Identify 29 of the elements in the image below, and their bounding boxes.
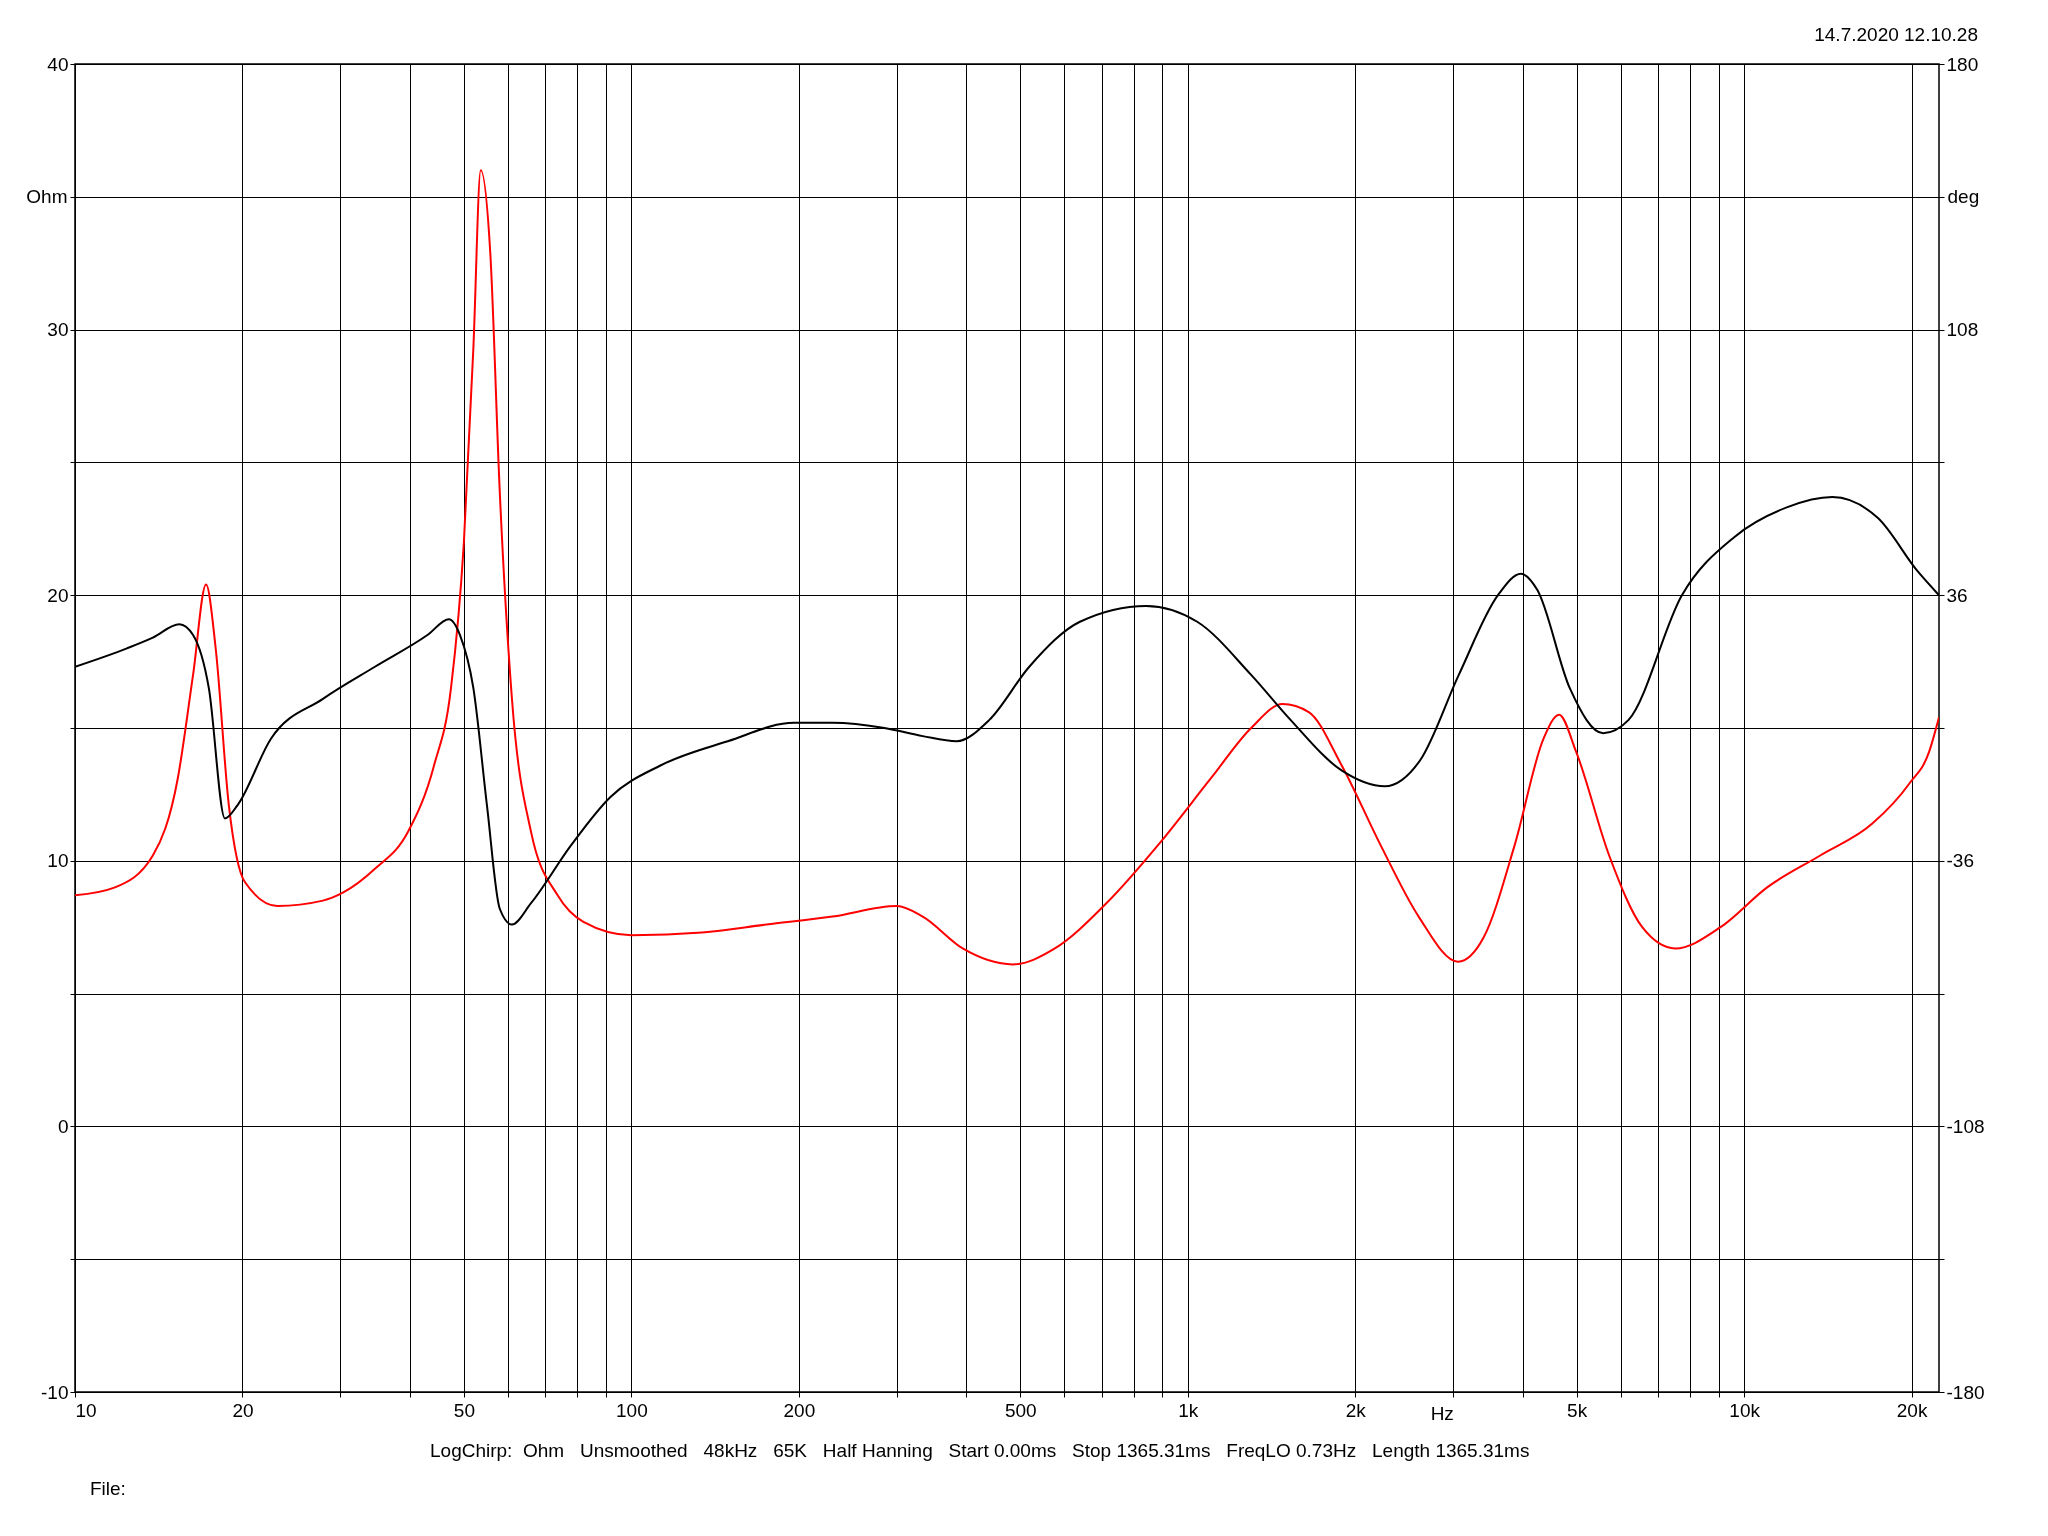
y-axis-title: Ohm	[26, 186, 68, 208]
y2-tick-label: 108	[1946, 319, 1979, 341]
x-tick-label: 20	[232, 1399, 254, 1421]
x-axis-title: Hz	[1430, 1402, 1454, 1424]
y-tick-label: 10	[47, 850, 69, 872]
y-tick-label: 30	[47, 319, 69, 341]
x-tick-label: 2k	[1345, 1399, 1367, 1421]
y2-axis-title: deg	[1947, 186, 1980, 208]
x-tick-label: 10k	[1729, 1399, 1761, 1421]
text: File:	[90, 1478, 126, 1500]
text: 14.7.2020 12.10.28	[1814, 24, 1978, 46]
x-tick-label: 10	[75, 1399, 97, 1421]
x-tick-label: 20k	[1896, 1399, 1928, 1421]
y2-tick-label: 180	[1946, 53, 1979, 75]
y-tick-label: 40	[47, 53, 69, 75]
text: LogChirp: Ohm Unsmoothed 48kHz 65K Half Hanning Start 0.00ms Stop 1365.31ms FreqLO 0.73Hz Length 1365.31ms	[430, 1440, 1530, 1462]
x-tick-label: 50	[453, 1399, 475, 1421]
x-tick-label: 200	[783, 1399, 816, 1421]
x-tick-label: 1k	[1178, 1399, 1199, 1421]
x-tick-label: 100	[616, 1399, 648, 1421]
x-tick-label: 500	[1004, 1399, 1037, 1421]
x-tick-label: 5k	[1567, 1399, 1588, 1421]
y2-tick-label: 36	[1946, 584, 1968, 606]
y-tick-label: 0	[57, 1115, 69, 1137]
y-tick-label: 20	[47, 584, 69, 606]
y2-tick-label: -108	[1946, 1115, 1985, 1137]
y2-tick-label: -36	[1946, 850, 1974, 872]
y-tick-label: -10	[41, 1381, 69, 1403]
y2-tick-label: -180	[1946, 1381, 1985, 1403]
